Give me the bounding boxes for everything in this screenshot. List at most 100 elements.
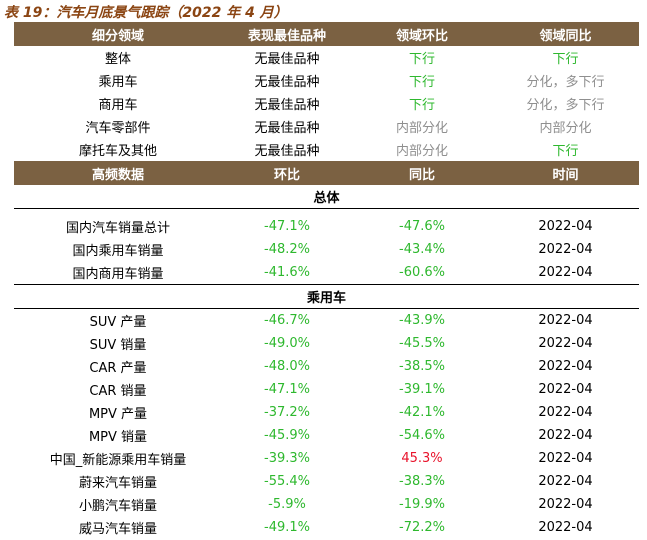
time-value: 2022-04 xyxy=(538,405,593,420)
table-row: 蔚来汽车销量 -55.4% -38.3% 2022-04 xyxy=(14,470,639,493)
mom-value: -48.2% xyxy=(264,242,310,257)
table-row: MPV 产量 -37.2% -42.1% 2022-04 xyxy=(14,401,639,424)
yoy-value: -47.6% xyxy=(399,219,445,234)
time-value: 2022-04 xyxy=(538,336,593,351)
header-hf-data: 高频数据 xyxy=(91,167,144,183)
mom-cell: 内部分化 xyxy=(395,144,448,159)
mom-value: -47.1% xyxy=(264,382,310,397)
yoy-value: -38.5% xyxy=(399,359,445,374)
yoy-value: -42.1% xyxy=(399,405,445,420)
section-overall: 总体 xyxy=(14,185,639,209)
mom-cell: 下行 xyxy=(408,75,435,90)
table-row: 整体 无最佳品种 下行 下行 xyxy=(14,46,639,69)
time-value: 2022-04 xyxy=(538,265,593,280)
table1-header-row: 细分领域 表现最佳品种 领域环比 领域同比 xyxy=(14,22,639,46)
table-row: 乘用车 无最佳品种 下行 分化，多下行 xyxy=(14,69,639,92)
metric-name: SUV 销量 xyxy=(89,338,147,353)
yoy-value: -45.5% xyxy=(399,336,445,351)
metric-name: 国内乘用车销量 xyxy=(72,244,164,259)
best-cell: 无最佳品种 xyxy=(254,75,320,90)
best-cell: 无最佳品种 xyxy=(254,52,320,67)
time-value: 2022-04 xyxy=(538,382,593,397)
table-row: SUV 销量 -49.0% -45.5% 2022-04 xyxy=(14,332,639,355)
mom-value: -47.1% xyxy=(264,219,310,234)
yoy-cell: 下行 xyxy=(552,52,579,67)
domain-cell: 摩托车及其他 xyxy=(78,144,157,159)
time-value: 2022-04 xyxy=(538,359,593,374)
yoy-value: -38.3% xyxy=(399,474,445,489)
header-best: 表现最佳品种 xyxy=(247,28,326,44)
mom-value: -49.1% xyxy=(264,520,310,535)
yoy-value: -43.9% xyxy=(399,313,445,328)
metric-name: SUV 产量 xyxy=(89,315,147,330)
time-value: 2022-04 xyxy=(538,497,593,512)
metric-name: CAR 销量 xyxy=(89,384,147,399)
mom-value: -48.0% xyxy=(264,359,310,374)
best-cell: 无最佳品种 xyxy=(254,98,320,113)
time-value: 2022-04 xyxy=(538,219,593,234)
header-domain-mom: 领域环比 xyxy=(395,28,448,44)
mom-value: -55.4% xyxy=(264,474,310,489)
header-yoy: 同比 xyxy=(408,167,435,183)
table-row: CAR 销量 -47.1% -39.1% 2022-04 xyxy=(14,378,639,401)
metric-name: 蔚来汽车销量 xyxy=(78,476,157,491)
section-passenger: 乘用车 xyxy=(14,284,639,309)
header-time: 时间 xyxy=(552,167,579,183)
table-row: 国内汽车销量总计 -47.1% -47.6% 2022-04 xyxy=(14,215,639,238)
table-row: 小鹏汽车销量 -5.9% -19.9% 2022-04 xyxy=(14,493,639,516)
best-cell: 无最佳品种 xyxy=(254,144,320,159)
yoy-value: -60.6% xyxy=(399,265,445,280)
time-value: 2022-04 xyxy=(538,242,593,257)
domain-cell: 汽车零部件 xyxy=(85,121,151,136)
mom-value: -49.0% xyxy=(264,336,310,351)
yoy-value: -54.6% xyxy=(399,428,445,443)
domain-cell: 整体 xyxy=(104,52,131,67)
yoy-value: -19.9% xyxy=(399,497,445,512)
mom-value: -5.9% xyxy=(268,497,306,512)
time-value: 2022-04 xyxy=(538,474,593,489)
yoy-cell: 内部分化 xyxy=(539,121,592,136)
metric-name: 国内汽车销量总计 xyxy=(65,221,170,236)
mom-value: -37.2% xyxy=(264,405,310,420)
yoy-cell: 分化，多下行 xyxy=(526,75,605,90)
table-row: 国内商用车销量 -41.6% -60.6% 2022-04 xyxy=(14,261,639,284)
mom-value: -41.6% xyxy=(264,265,310,280)
table-title: 表 19：汽车月底景气跟踪（2022 年 4 月） xyxy=(4,5,288,21)
mom-cell: 下行 xyxy=(408,98,435,113)
metric-name: 威马汽车销量 xyxy=(78,522,157,537)
mom-value: -45.9% xyxy=(264,428,310,443)
domain-cell: 乘用车 xyxy=(98,75,138,90)
mom-cell: 内部分化 xyxy=(395,121,448,136)
table-row: 商用车 无最佳品种 下行 分化，多下行 xyxy=(14,92,639,115)
time-value: 2022-04 xyxy=(538,520,593,535)
header-mom: 环比 xyxy=(273,167,300,183)
table-row: CAR 产量 -48.0% -38.5% 2022-04 xyxy=(14,355,639,378)
sentiment-tracking-table: 细分领域 表现最佳品种 领域环比 领域同比 整体 无最佳品种 下行 下行 乘用车… xyxy=(14,22,639,539)
table-row: 摩托车及其他 无最佳品种 内部分化 下行 xyxy=(14,138,639,161)
table-row: SUV 产量 -46.7% -43.9% 2022-04 xyxy=(14,309,639,332)
metric-name: CAR 产量 xyxy=(89,361,147,376)
yoy-value: -39.1% xyxy=(399,382,445,397)
best-cell: 无最佳品种 xyxy=(254,121,320,136)
header-domain: 细分领域 xyxy=(91,28,144,44)
yoy-value: 45.3% xyxy=(401,451,443,466)
table2-header-row: 高频数据 环比 同比 时间 xyxy=(14,161,639,185)
yoy-cell: 分化，多下行 xyxy=(526,98,605,113)
time-value: 2022-04 xyxy=(538,313,593,328)
domain-cell: 商用车 xyxy=(98,98,138,113)
mom-value: -46.7% xyxy=(264,313,310,328)
table-row: 汽车零部件 无最佳品种 内部分化 内部分化 xyxy=(14,115,639,138)
table-row: 威马汽车销量 -49.1% -72.2% 2022-04 xyxy=(14,516,639,539)
header-domain-yoy: 领域同比 xyxy=(539,28,592,44)
metric-name: 小鹏汽车销量 xyxy=(78,499,157,514)
yoy-value: -72.2% xyxy=(399,520,445,535)
table-row: MPV 销量 -45.9% -54.6% 2022-04 xyxy=(14,424,639,447)
time-value: 2022-04 xyxy=(538,451,593,466)
metric-name: MPV 销量 xyxy=(88,430,148,445)
time-value: 2022-04 xyxy=(538,428,593,443)
table-row: 国内乘用车销量 -48.2% -43.4% 2022-04 xyxy=(14,238,639,261)
yoy-cell: 下行 xyxy=(552,144,579,159)
yoy-value: -43.4% xyxy=(399,242,445,257)
table-row: 中国_新能源乘用车销量 -39.3% 45.3% 2022-04 xyxy=(14,447,639,470)
mom-cell: 下行 xyxy=(408,52,435,67)
